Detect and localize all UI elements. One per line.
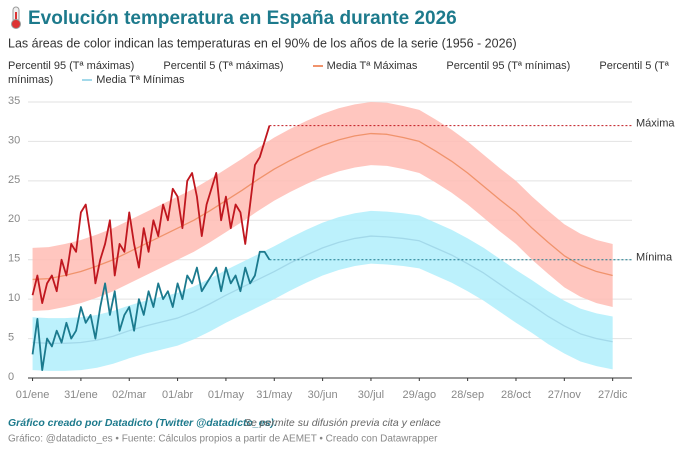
line xyxy=(32,235,613,344)
x-tick-label: 30/jun xyxy=(308,389,338,401)
annotation: Máxima xyxy=(636,118,675,130)
legend-label: Media Tª Mínimas xyxy=(96,74,185,86)
thermometer-icon xyxy=(11,6,21,29)
legend-item: Media Tª Máximas xyxy=(312,60,418,72)
y-tick-label: 25 xyxy=(8,174,20,186)
legend-item: Percentil 95 (Tª máximas) xyxy=(8,60,134,72)
x-tick-label: 02/mar xyxy=(112,389,147,401)
legend-label: Percentil 95 (Tª máximas) xyxy=(8,60,135,72)
legend-label: Percentil 5 (Tª mínimas) xyxy=(8,60,669,86)
x-tick-label: 01/abr xyxy=(162,389,194,401)
legend-label: Percentil 95 (Tª mínimas) xyxy=(446,60,571,72)
y-tick-label: 20 xyxy=(8,213,20,225)
line xyxy=(31,250,271,372)
chart-title: Evolución temperatura en España durante … xyxy=(28,8,457,29)
x-tick-label: 30/jul xyxy=(358,389,384,401)
x-tick-label: 27/nov xyxy=(548,389,582,401)
x-tick-label: 29/ago xyxy=(402,389,436,401)
y-tick-label: 5 xyxy=(8,331,14,343)
band xyxy=(32,102,613,311)
credit-note: Se permite su difusión previa cita y enl… xyxy=(244,417,441,429)
legend-label: Percentil 5 (Tª máximas) xyxy=(163,60,284,72)
band xyxy=(32,210,613,371)
y-tick-label: 15 xyxy=(8,253,20,265)
line xyxy=(31,125,271,304)
x-tick-label: 01/ene xyxy=(16,389,50,401)
credit: Gráfico creado por Datadicto (Twitter @d… xyxy=(8,417,277,429)
legend-swatch xyxy=(312,65,323,68)
legend-item: Media Tª Mínimas xyxy=(82,74,185,86)
legend: Percentil 95 (Tª máximas) Percentil 5 (T… xyxy=(8,59,676,87)
y-tick-label: 10 xyxy=(8,292,20,304)
subtitle: Las áreas de color indican las temperatu… xyxy=(8,36,517,50)
x-tick-label: 28/sep xyxy=(451,389,484,401)
source: Gráfico: @datadicto_es • Fuente: Cálculo… xyxy=(8,434,438,445)
x-tick-label: 01/may xyxy=(208,389,245,401)
y-tick-label: 35 xyxy=(8,95,20,107)
legend-item: Percentil 95 (Tª mínimas) xyxy=(446,60,570,72)
x-tick-label: 31/may xyxy=(256,389,293,401)
legend-label: Media Tª Máximas xyxy=(326,60,418,72)
x-tick-label: 28/oct xyxy=(501,389,531,401)
legend-item: Percentil 5 (Tª mínimas) xyxy=(8,60,669,86)
y-tick-label: 0 xyxy=(8,371,14,383)
annotation: Mínima xyxy=(636,252,673,264)
x-tick-label: 27/dic xyxy=(598,389,628,401)
legend-item: Percentil 5 (Tª máximas) xyxy=(163,60,283,72)
x-tick-label: 31/ene xyxy=(64,389,98,401)
line xyxy=(32,132,613,281)
legend-swatch xyxy=(82,79,93,82)
y-tick-label: 30 xyxy=(8,134,20,146)
